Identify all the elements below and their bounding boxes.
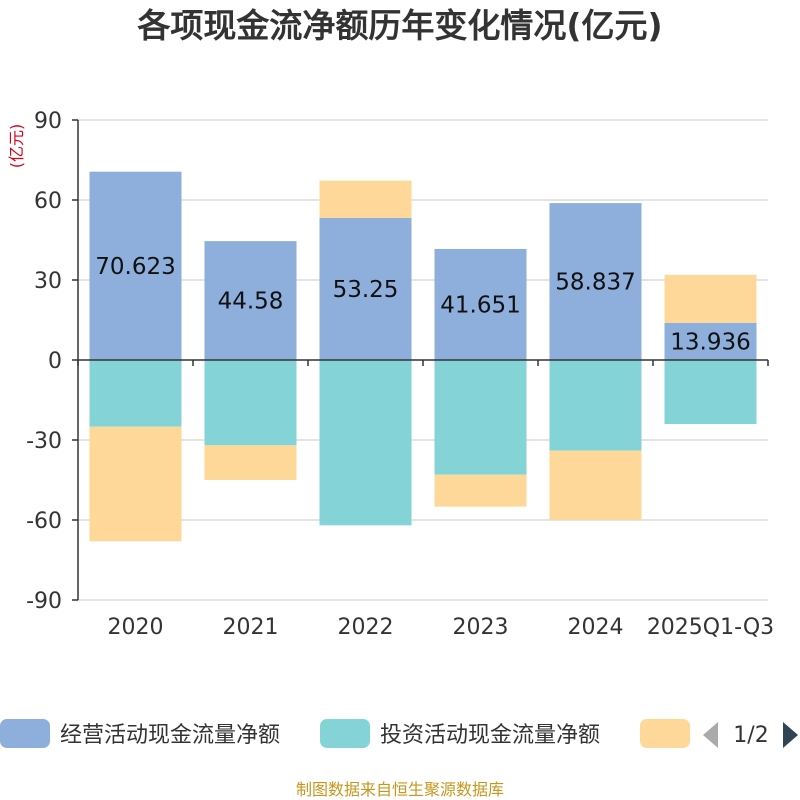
x-tick-label: 2024 xyxy=(568,615,624,640)
bar-2021-series-2[interactable] xyxy=(204,360,297,446)
bar-2021-series-3[interactable] xyxy=(204,445,297,480)
bar-2022-series-2[interactable] xyxy=(319,360,412,526)
x-tick-label: 2020 xyxy=(108,615,164,640)
y-tick-label: 90 xyxy=(34,109,62,134)
bar-value-label: 13.936 xyxy=(670,329,750,355)
x-tick-label: 2023 xyxy=(453,615,509,640)
y-tick-label: -60 xyxy=(26,509,62,534)
bar-2020-series-1[interactable] xyxy=(89,171,182,360)
x-tick-label: 2022 xyxy=(338,615,394,640)
y-tick-label: -90 xyxy=(26,589,62,614)
y-tick-label: 30 xyxy=(34,269,62,294)
bar-2023-series-1[interactable] xyxy=(434,248,527,360)
y-tick-label: -30 xyxy=(26,429,62,454)
bar-value-label: 70.623 xyxy=(95,254,175,280)
bar-2023-series-2[interactable] xyxy=(434,360,527,475)
bar-value-label: 58.837 xyxy=(555,270,635,296)
data-source-note: 制图数据来自恒生聚源数据库 xyxy=(296,780,504,799)
bar-2020-series-3[interactable] xyxy=(89,426,182,542)
bar-value-label: 44.58 xyxy=(218,289,284,315)
bar-2020-series-2[interactable] xyxy=(89,360,182,427)
legend-label[interactable]: 经营活动现金流量净额 xyxy=(60,723,280,748)
bar-2022-series-1[interactable] xyxy=(319,218,412,360)
y-axis-unit-label: (亿元) xyxy=(7,124,26,169)
bar-value-label: 53.25 xyxy=(333,277,399,303)
legend-page-indicator: 1/2 xyxy=(733,723,768,748)
x-tick-label: 2025Q1-Q3 xyxy=(647,615,774,640)
legend-swatch[interactable] xyxy=(0,719,50,748)
chart-title: 各项现金流净额历年变化情况(亿元) xyxy=(136,6,662,45)
legend-label[interactable]: 投资活动现金流量净额 xyxy=(380,723,600,748)
bar-2024-series-3[interactable] xyxy=(549,450,642,520)
axes: 90 60 30 0 -30 -60 -90 2020 2021 2022 2023 2024 2025… xyxy=(26,109,774,640)
y-tick-label: 0 xyxy=(48,349,62,374)
legend-swatch[interactable] xyxy=(640,719,690,748)
bar-labels: 70.623 44.58 53.25 41.651 58.837 13.936 xyxy=(95,254,750,356)
bars xyxy=(89,171,757,542)
bar-2024-series-1[interactable] xyxy=(549,203,642,360)
bar-2025Q1-Q3-series-1[interactable] xyxy=(664,322,757,360)
y-tick-label: 60 xyxy=(34,189,62,214)
gridlines xyxy=(78,119,768,601)
legend-next-page-icon[interactable] xyxy=(783,722,798,748)
bar-value-label: 41.651 xyxy=(440,292,520,318)
bar-2024-series-2[interactable] xyxy=(549,360,642,451)
bar-2025Q1-Q3-series-3[interactable] xyxy=(664,274,757,323)
legend-swatch[interactable] xyxy=(320,719,370,748)
bar-2025Q1-Q3-series-2[interactable] xyxy=(664,360,757,424)
bar-2023-series-3[interactable] xyxy=(434,474,527,507)
legend-prev-page-icon[interactable] xyxy=(703,722,718,748)
legend: 经营活动现金流量净额 投资活动现金流量净额 1/2 xyxy=(0,719,798,748)
x-tick-label: 2021 xyxy=(223,615,279,640)
bar-2022-series-3[interactable] xyxy=(319,180,412,218)
bar-2021-series-1[interactable] xyxy=(204,241,297,360)
